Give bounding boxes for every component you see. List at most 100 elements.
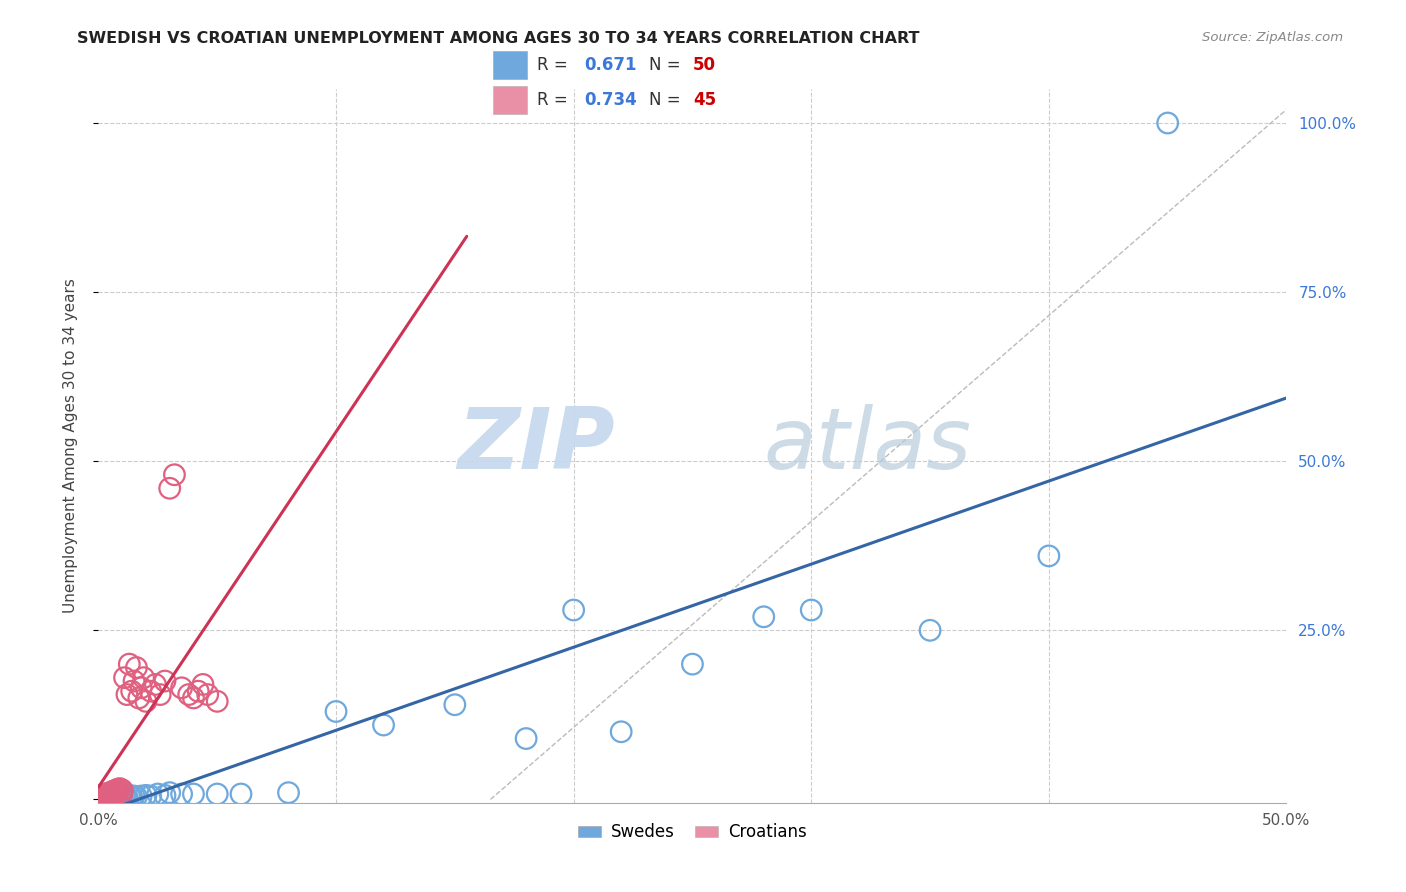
Point <box>920 624 942 638</box>
Point <box>145 677 167 691</box>
Point <box>139 684 162 698</box>
Point <box>115 789 138 804</box>
Point <box>610 724 633 739</box>
Point <box>125 789 148 804</box>
Point <box>108 781 131 796</box>
Point <box>122 674 145 689</box>
Point <box>98 789 121 804</box>
Point <box>177 688 200 702</box>
Point <box>128 690 150 705</box>
Point <box>752 609 775 624</box>
Point <box>207 787 229 801</box>
Text: N =: N = <box>650 91 686 109</box>
Point <box>91 791 114 805</box>
Point <box>101 789 124 803</box>
Point <box>98 786 121 800</box>
Point <box>87 789 110 804</box>
Point <box>94 789 117 803</box>
Point <box>183 690 205 705</box>
Point <box>90 790 112 805</box>
Point <box>207 694 229 708</box>
Point <box>97 790 120 805</box>
Point <box>114 789 136 803</box>
Point <box>98 789 121 803</box>
Point <box>111 789 134 804</box>
Bar <box>494 51 527 79</box>
Point <box>97 786 120 800</box>
Point <box>108 789 131 803</box>
Point <box>111 786 134 800</box>
Point <box>515 731 537 746</box>
Text: ZIP: ZIP <box>457 404 616 488</box>
Point <box>149 688 172 702</box>
Point <box>229 787 252 801</box>
Text: R =: R = <box>537 56 574 74</box>
Point <box>125 660 148 674</box>
Point <box>108 790 131 805</box>
Point <box>1038 549 1060 563</box>
Point <box>681 657 703 672</box>
Point <box>87 791 110 805</box>
Text: N =: N = <box>650 56 686 74</box>
Text: 45: 45 <box>693 91 716 109</box>
Point <box>146 787 169 801</box>
Point <box>94 791 117 805</box>
Point <box>373 718 395 732</box>
Point <box>104 787 127 801</box>
Point <box>159 481 181 495</box>
Point <box>135 694 157 708</box>
Point <box>97 789 120 804</box>
Point <box>94 789 117 803</box>
Point <box>197 688 219 702</box>
Bar <box>494 86 527 114</box>
Text: Source: ZipAtlas.com: Source: ZipAtlas.com <box>1202 31 1343 45</box>
Point <box>170 787 193 801</box>
Point <box>135 789 157 803</box>
Legend: Swedes, Croatians: Swedes, Croatians <box>571 817 814 848</box>
Point <box>163 467 186 482</box>
Point <box>91 789 114 803</box>
Point <box>115 688 138 702</box>
Point <box>277 786 299 800</box>
Point <box>562 603 585 617</box>
Point <box>122 789 145 803</box>
Point <box>153 789 176 803</box>
Point <box>121 789 143 804</box>
Point <box>1156 116 1178 130</box>
Point <box>94 787 117 801</box>
Point <box>111 790 134 805</box>
Point <box>101 790 124 805</box>
Point <box>107 785 129 799</box>
Point <box>101 786 124 800</box>
Point <box>104 790 127 805</box>
Point <box>91 788 114 802</box>
Point <box>91 790 114 805</box>
Point <box>104 783 127 797</box>
Point <box>90 791 112 805</box>
Point <box>325 705 347 719</box>
Text: 50: 50 <box>693 56 716 74</box>
Point <box>91 789 114 804</box>
Point <box>104 789 127 804</box>
Text: SWEDISH VS CROATIAN UNEMPLOYMENT AMONG AGES 30 TO 34 YEARS CORRELATION CHART: SWEDISH VS CROATIAN UNEMPLOYMENT AMONG A… <box>77 31 920 46</box>
Text: atlas: atlas <box>763 404 972 488</box>
Point <box>114 671 136 685</box>
Point <box>101 784 124 798</box>
Point <box>90 790 112 805</box>
Point <box>90 789 112 803</box>
Text: R =: R = <box>537 91 574 109</box>
Point <box>129 681 152 695</box>
Point <box>111 783 134 797</box>
Point <box>170 681 193 695</box>
Point <box>139 789 162 803</box>
Y-axis label: Unemployment Among Ages 30 to 34 years: Unemployment Among Ages 30 to 34 years <box>63 278 77 614</box>
Text: 0.671: 0.671 <box>583 56 637 74</box>
Point <box>159 786 181 800</box>
Point <box>94 790 117 805</box>
Point <box>187 684 209 698</box>
Point <box>107 789 129 804</box>
Point <box>129 789 152 803</box>
Point <box>107 782 129 797</box>
Point <box>444 698 467 712</box>
Text: 0.734: 0.734 <box>583 91 637 109</box>
